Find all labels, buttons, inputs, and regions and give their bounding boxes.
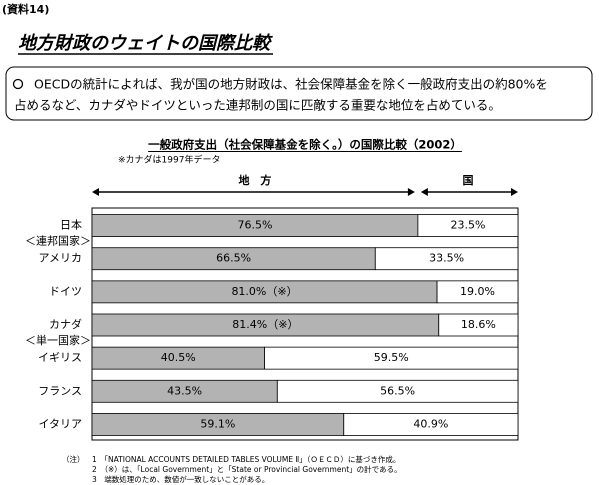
value-label: 59.5% xyxy=(374,351,409,364)
value-label: 19.0% xyxy=(460,285,495,298)
summary-line: 占めるなど、カナダやドイツといった連邦制の国に匹敵する重要な地位を占めている。 xyxy=(14,98,501,113)
category-label: フランス xyxy=(38,384,82,397)
doc-label: (資料14) xyxy=(2,2,49,16)
value-label: 56.5% xyxy=(380,384,415,397)
category-label: イタリア xyxy=(38,417,82,430)
notes-label: （注） xyxy=(62,454,85,464)
value-label: 23.5% xyxy=(450,219,485,232)
category-label: イギリス xyxy=(38,351,82,364)
category-group: ＜単一国家＞ xyxy=(25,333,91,347)
heading: 地方財政のウェイトの国際比較 xyxy=(18,33,273,54)
value-label: 66.5% xyxy=(216,252,251,265)
footnote: 3 端数処理のため、数値が一致しないことがある。 xyxy=(92,474,269,484)
summary-line: OECDの統計によれば、我が国の地方財政は、社会保障基金を除く一般政府支出の約8… xyxy=(34,77,548,92)
value-label: 81.0%（※） xyxy=(231,285,297,298)
bar xyxy=(276,379,519,403)
category-label: アメリカ xyxy=(39,252,82,265)
category-label: ドイツ xyxy=(49,285,82,298)
value-label: 81.4%（※） xyxy=(232,318,298,331)
value-label: 33.5% xyxy=(429,252,464,265)
bar xyxy=(417,214,519,237)
bar xyxy=(343,413,519,436)
series-label: 地 方 xyxy=(238,173,271,187)
category-label: カナダ xyxy=(49,317,82,331)
value-label: 40.9% xyxy=(413,417,448,430)
bar xyxy=(264,346,519,370)
bullet xyxy=(12,78,24,90)
bar xyxy=(374,247,519,271)
category-label: 日本 xyxy=(60,218,82,232)
value-label: 18.6% xyxy=(461,318,496,331)
value-label: 40.5% xyxy=(161,351,196,364)
value-label: 43.5% xyxy=(167,384,202,397)
summary-box xyxy=(5,66,593,121)
value-label: 59.1% xyxy=(200,417,235,430)
bar xyxy=(436,280,519,304)
category-group: ＜連邦国家＞ xyxy=(25,234,91,248)
series-label: 国 xyxy=(462,174,473,187)
value-label: 76.5% xyxy=(237,219,272,232)
footnote: 1 「NATIONAL ACCOUNTS DETAILED TABLES VOL… xyxy=(92,454,400,464)
chart-subtitle: ※カナダは1997年データ xyxy=(118,154,220,166)
footnote: 2 （※）は、「Local Government」と「State or Prov… xyxy=(92,464,402,474)
bar xyxy=(438,313,519,337)
chart-title: 一般政府支出（社会保障基金を除く。）の国際比較（2002） xyxy=(148,138,462,152)
